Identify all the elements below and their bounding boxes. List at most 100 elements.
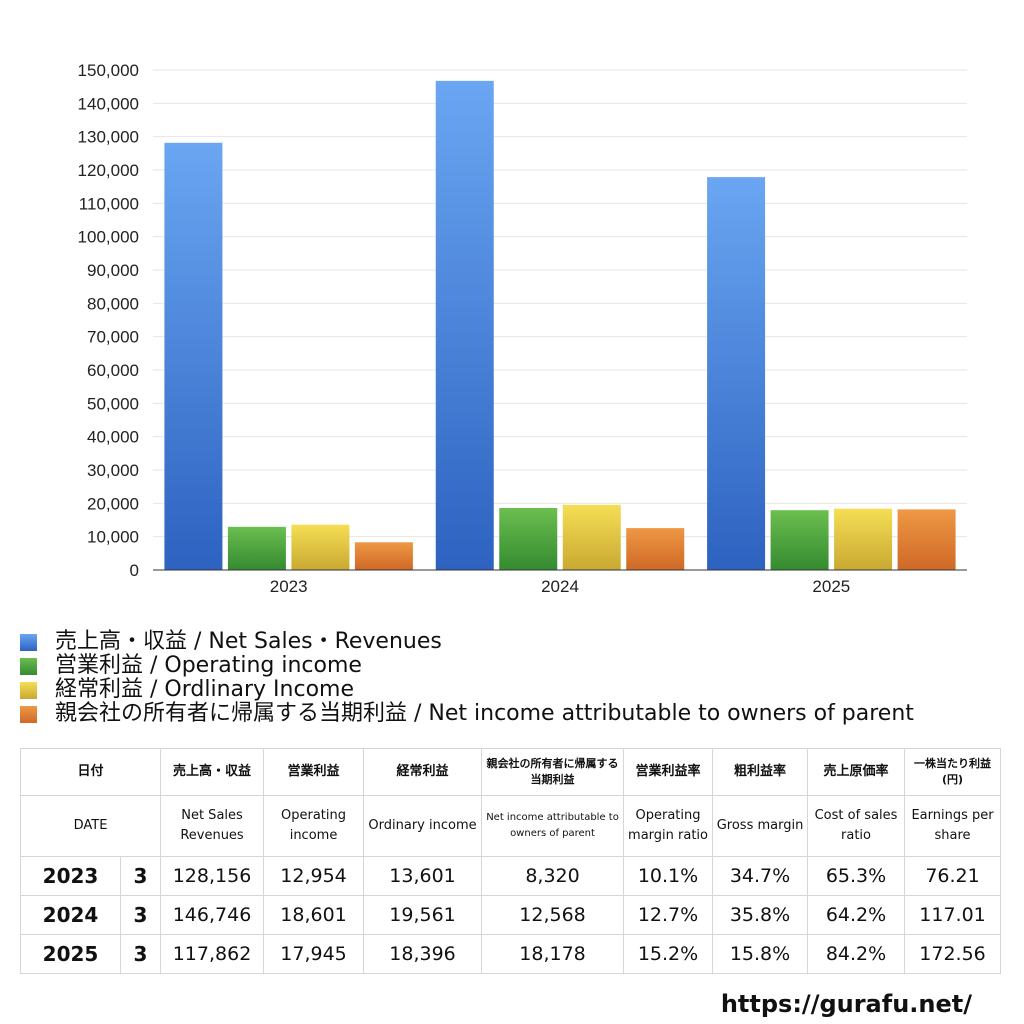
legend-item-ordinary-income: 経常利益 / Ordlinary Income xyxy=(20,678,1010,702)
y-tick-label: 70,000 xyxy=(87,328,139,347)
bar-2023-series-3 xyxy=(354,542,413,570)
y-tick-label: 130,000 xyxy=(78,128,139,147)
cell-operating: 12,954 xyxy=(263,856,365,896)
bar-2023-series-1 xyxy=(227,526,286,570)
table-row: 2023 3 128,156 12,954 13,601 8,320 10.1%… xyxy=(20,856,1002,896)
cell-gross-margin: 35.8% xyxy=(712,895,809,935)
cell-month: 3 xyxy=(119,934,162,974)
cell-op-margin: 15.2% xyxy=(623,934,714,974)
cell-sales: 128,156 xyxy=(160,856,265,896)
cell-operating: 17,945 xyxy=(263,934,365,974)
header-eps-ja: 一株当たり利益(円) xyxy=(904,748,1002,796)
y-tick-label: 0 xyxy=(130,561,139,580)
bar-2024-series-0 xyxy=(435,80,494,570)
header-net-income-en: Net income attributable to owners of par… xyxy=(481,795,625,857)
header-op-margin-en: Operating margin ratio xyxy=(623,795,714,857)
bar-2025-series-1 xyxy=(770,510,829,570)
header-date-ja: 日付 xyxy=(19,748,162,796)
cell-year: 2024 xyxy=(20,895,121,935)
y-tick-label: 60,000 xyxy=(87,361,139,380)
bar-2023-series-0 xyxy=(164,142,223,570)
x-tick-label: 2024 xyxy=(541,577,579,596)
cell-ordinary: 13,601 xyxy=(363,856,483,896)
header-sales-en: Net Sales Revenues xyxy=(160,795,265,857)
legend-item-net-sales: 売上高・収益 / Net Sales・Revenues xyxy=(20,630,1010,654)
bar-2025-series-3 xyxy=(897,509,956,570)
x-tick-label: 2023 xyxy=(270,577,308,596)
y-tick-label: 150,000 xyxy=(78,61,139,80)
cell-operating: 18,601 xyxy=(263,895,365,935)
header-cost-ratio-ja: 売上原価率 xyxy=(807,748,906,796)
cell-sales: 146,746 xyxy=(160,895,265,935)
x-tick-label: 2025 xyxy=(812,577,850,596)
chart-bars xyxy=(164,80,956,571)
bar-2025-series-0 xyxy=(707,177,766,571)
cell-eps: 172.56 xyxy=(904,934,1002,974)
header-gross-margin-en: Gross margin xyxy=(712,795,809,857)
y-tick-label: 120,000 xyxy=(78,161,139,180)
header-date-en: DATE xyxy=(19,795,162,857)
cell-net-income: 18,178 xyxy=(481,934,625,974)
chart-gridlines xyxy=(153,69,967,538)
legend-swatch-net-income xyxy=(20,705,37,723)
bar-2024-series-1 xyxy=(499,507,558,570)
cell-year: 2023 xyxy=(20,856,121,896)
chart-legend: 売上高・収益 / Net Sales・Revenues 営業利益 / Opera… xyxy=(20,630,1010,726)
cell-net-income: 8,320 xyxy=(481,856,625,896)
legend-label-ordinary-income: 経常利益 / Ordlinary Income xyxy=(55,677,354,702)
cell-cost-ratio: 65.3% xyxy=(807,856,906,896)
bar-2025-series-2 xyxy=(834,508,893,570)
table-row: 2025 3 117,862 17,945 18,396 18,178 15.2… xyxy=(20,934,1002,974)
header-cost-ratio-en: Cost of sales ratio xyxy=(807,795,906,857)
legend-swatch-net-sales xyxy=(20,633,37,651)
header-gross-margin-ja: 粗利益率 xyxy=(712,748,809,796)
cell-op-margin: 10.1% xyxy=(623,856,714,896)
header-ordinary-en: Ordinary income xyxy=(363,795,483,857)
y-tick-label: 140,000 xyxy=(78,94,139,113)
header-operating-ja: 営業利益 xyxy=(263,748,365,796)
chart-axes: 0 10,000 20,000 30,000 40,000 50,000 60,000 70,… xyxy=(78,61,967,596)
header-operating-en: Operating income xyxy=(263,795,365,857)
cell-sales: 117,862 xyxy=(160,934,265,974)
bar-2024-series-3 xyxy=(626,528,685,570)
y-tick-label: 100,000 xyxy=(78,228,139,247)
table-header-row-en: DATE Net Sales Revenues Operating income… xyxy=(19,795,1002,857)
legend-item-net-income: 親会社の所有者に帰属する当期利益 / Net income attributab… xyxy=(20,702,1010,726)
legend-swatch-operating-income xyxy=(20,657,37,675)
cell-op-margin: 12.7% xyxy=(623,895,714,935)
y-tick-label: 110,000 xyxy=(79,194,139,213)
cell-ordinary: 19,561 xyxy=(363,895,483,935)
legend-swatch-ordinary-income xyxy=(20,681,37,699)
legend-label-net-income: 親会社の所有者に帰属する当期利益 / Net income attributab… xyxy=(55,701,914,726)
source-url: https://gurafu.net/ xyxy=(720,990,972,1018)
y-tick-label: 80,000 xyxy=(87,294,139,313)
cell-gross-margin: 34.7% xyxy=(712,856,809,896)
cell-cost-ratio: 64.2% xyxy=(807,895,906,935)
financial-data-table: 日付 売上高・収益 営業利益 経常利益 親会社の所有者に帰属する当期利益 営業利… xyxy=(19,748,1002,974)
header-ordinary-ja: 経常利益 xyxy=(363,748,483,796)
cell-gross-margin: 15.8% xyxy=(712,934,809,974)
y-tick-label: 10,000 xyxy=(87,528,139,547)
bar-chart: 0 10,000 20,000 30,000 40,000 50,000 60,000 70,… xyxy=(78,61,967,596)
header-sales-ja: 売上高・収益 xyxy=(160,748,265,796)
table-row: 2024 3 146,746 18,601 19,561 12,568 12.7… xyxy=(20,895,1002,935)
cell-eps: 76.21 xyxy=(904,856,1002,896)
y-tick-label: 50,000 xyxy=(87,394,139,413)
bar-2023-series-2 xyxy=(291,524,350,570)
y-tick-label: 40,000 xyxy=(87,428,139,447)
legend-label-operating-income: 営業利益 / Operating income xyxy=(55,653,362,678)
cell-eps: 117.01 xyxy=(904,895,1002,935)
legend-item-operating-income: 営業利益 / Operating income xyxy=(20,654,1010,678)
cell-cost-ratio: 84.2% xyxy=(807,934,906,974)
cell-year: 2025 xyxy=(20,934,121,974)
cell-month: 3 xyxy=(119,895,162,935)
header-eps-en: Earnings per share xyxy=(904,795,1002,857)
bar-2024-series-2 xyxy=(562,504,621,570)
y-tick-label: 20,000 xyxy=(87,494,139,513)
table-header-row-ja: 日付 売上高・収益 営業利益 経常利益 親会社の所有者に帰属する当期利益 営業利… xyxy=(19,748,1002,796)
header-net-income-ja: 親会社の所有者に帰属する当期利益 xyxy=(481,748,625,796)
cell-ordinary: 18,396 xyxy=(363,934,483,974)
y-tick-label: 30,000 xyxy=(87,461,139,480)
y-tick-label: 90,000 xyxy=(87,261,139,280)
header-op-margin-ja: 営業利益率 xyxy=(623,748,714,796)
